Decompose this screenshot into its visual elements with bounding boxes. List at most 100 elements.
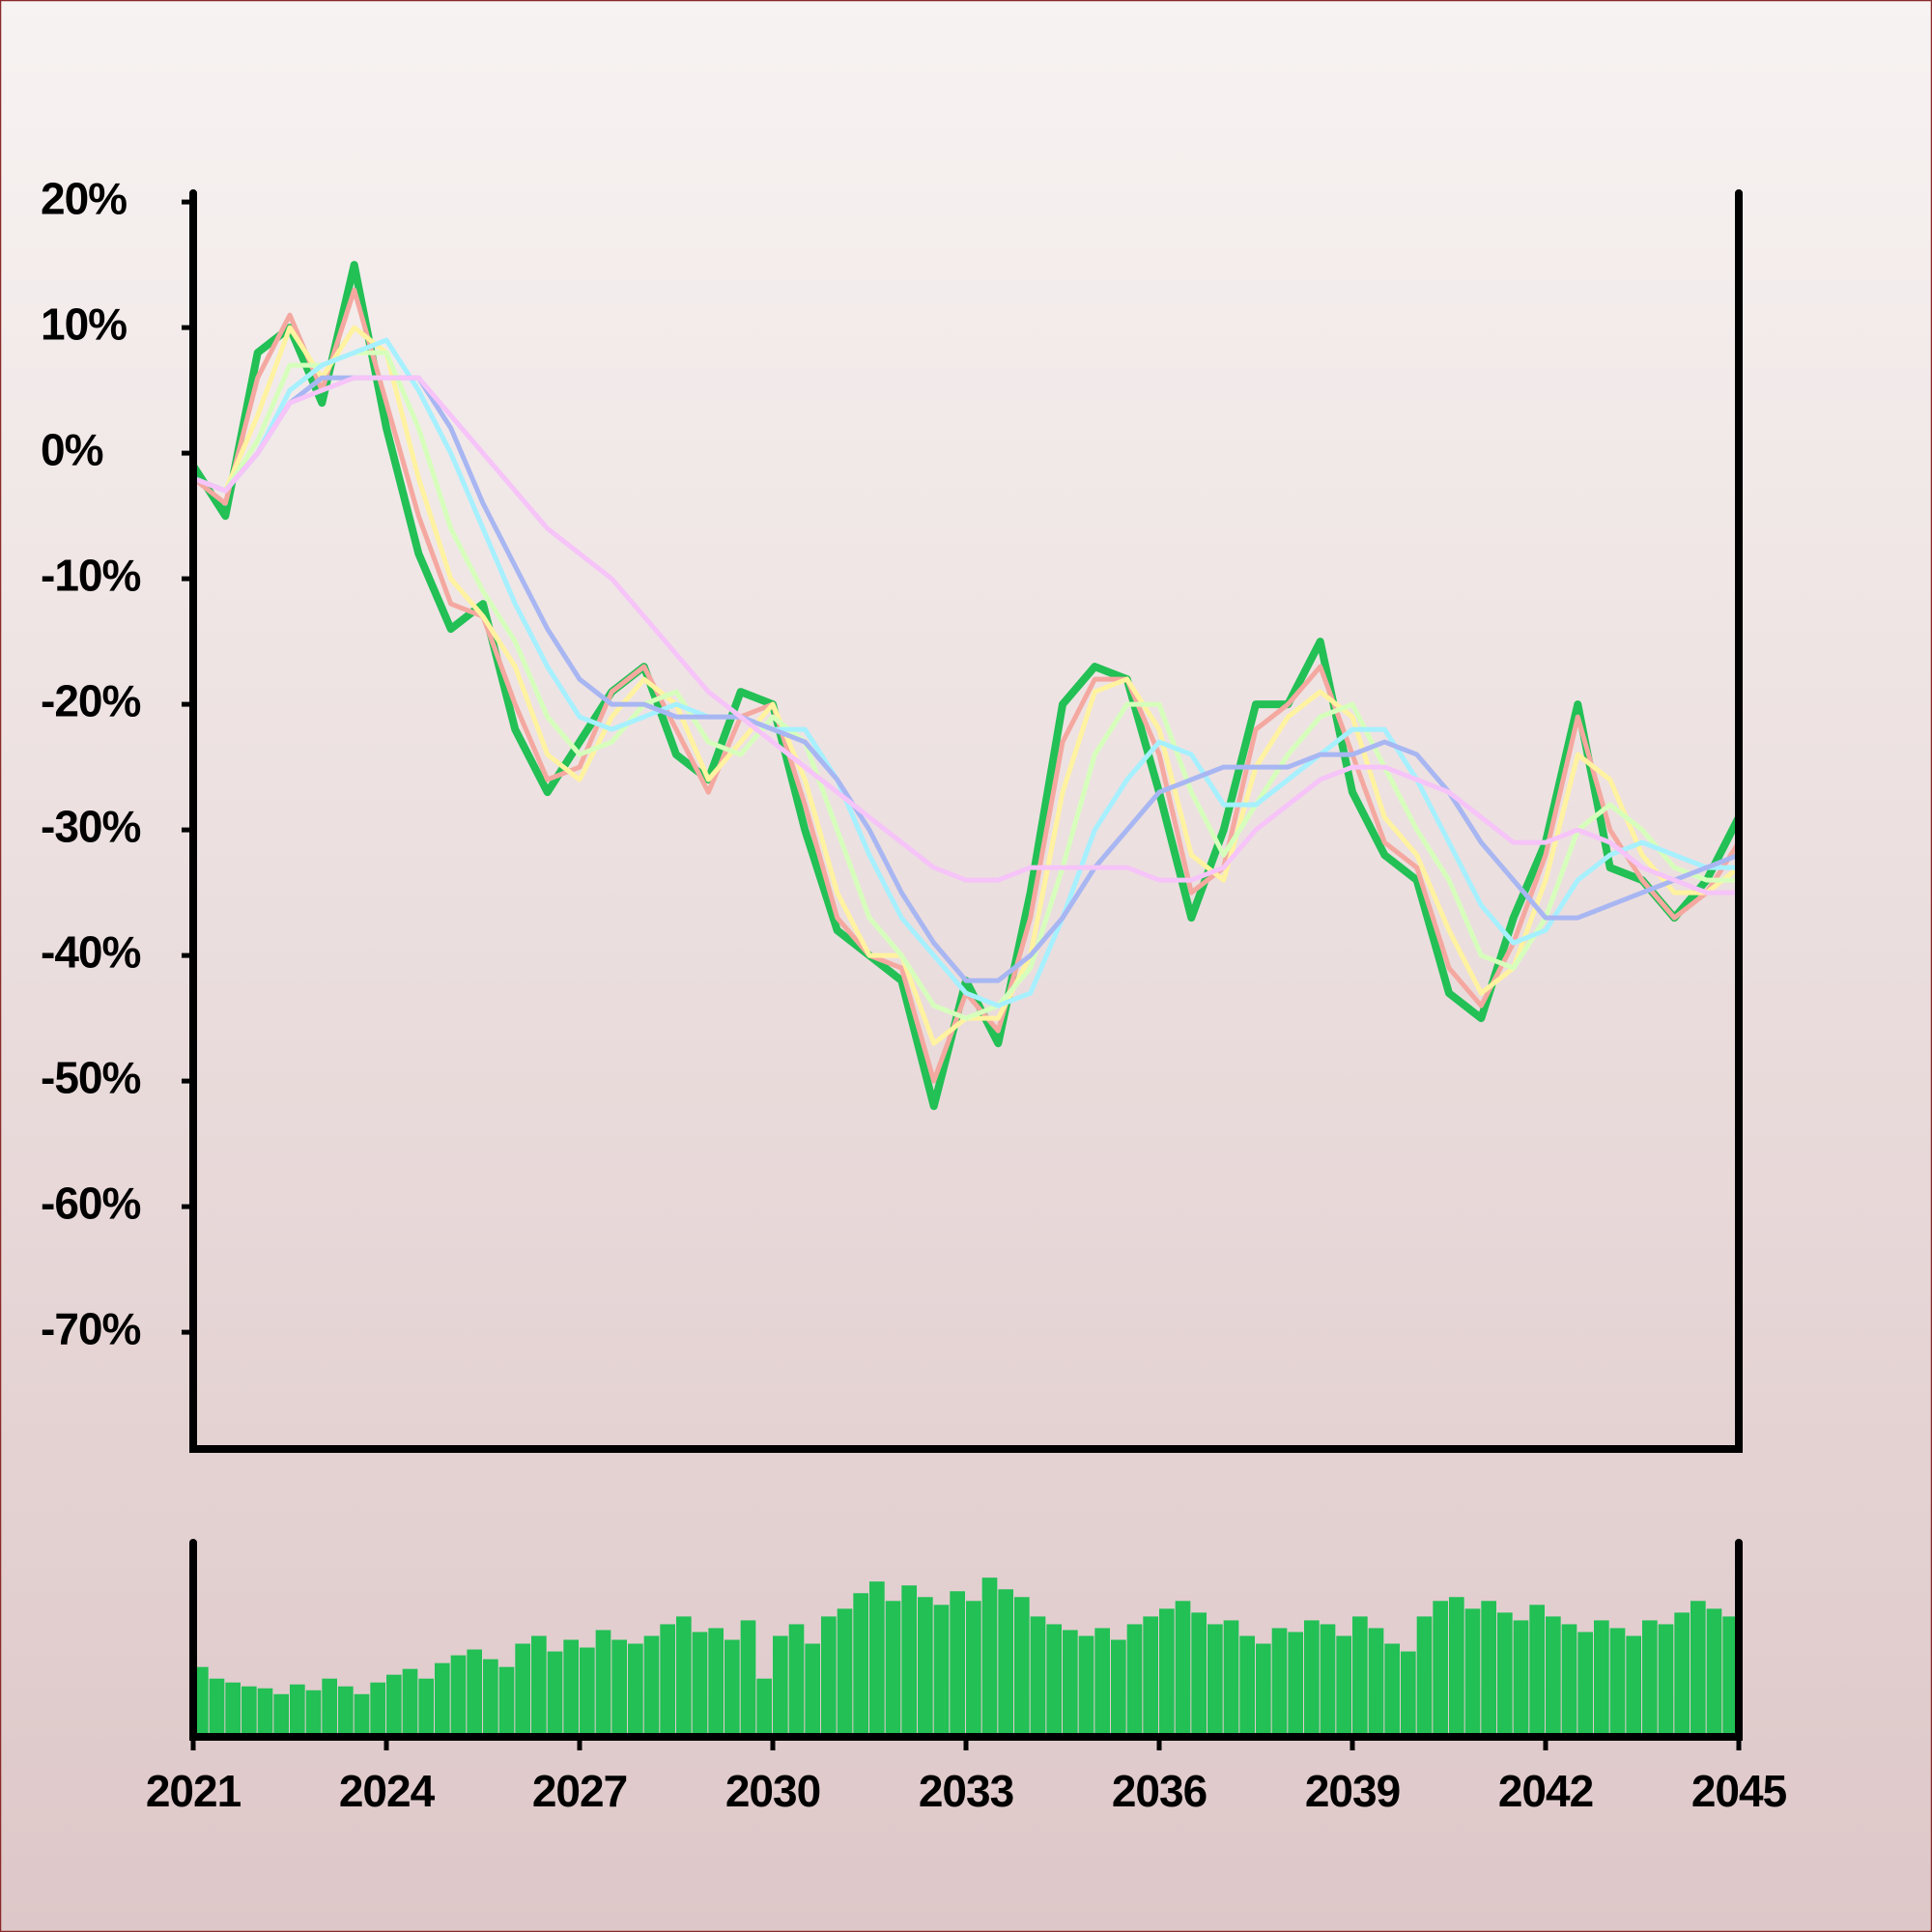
y-tick-label: -60% [41, 1178, 140, 1228]
volume-bar [1030, 1616, 1046, 1737]
volume-bar [740, 1620, 756, 1737]
volume-bar [1111, 1639, 1126, 1737]
volume-bar [338, 1686, 354, 1737]
volume-bar [611, 1639, 627, 1737]
x-tick-label: 2033 [919, 1766, 1013, 1816]
volume-bar [901, 1585, 917, 1737]
volume-bar [1271, 1628, 1288, 1737]
volume-bar [1433, 1601, 1448, 1737]
volume-bar [1159, 1608, 1175, 1737]
volume-bar [981, 1577, 998, 1737]
volume-bar [450, 1655, 467, 1737]
volume-bar [1642, 1620, 1658, 1737]
y-tick-label: -50% [41, 1052, 140, 1102]
volume-bar [933, 1605, 950, 1737]
volume-bar [628, 1643, 643, 1737]
moving-average-line [192, 375, 1740, 983]
volume-bar [692, 1632, 708, 1737]
volume-bar [724, 1639, 740, 1737]
volume-bar [322, 1678, 337, 1737]
volume-bar [821, 1616, 837, 1737]
volume-bar [998, 1589, 1013, 1737]
volume-bar [1658, 1624, 1674, 1737]
volume-bar [1126, 1624, 1143, 1737]
volume-bar [1336, 1635, 1351, 1737]
volume-bar [531, 1635, 547, 1737]
y-tick-label: 10% [41, 298, 127, 349]
volume-bar [1143, 1616, 1158, 1737]
volume-bar [386, 1674, 402, 1737]
volume-bar [1256, 1643, 1271, 1737]
volume-bar [1014, 1597, 1030, 1737]
volume-bar [1690, 1601, 1706, 1737]
volume-bar [1063, 1630, 1078, 1737]
y-tick-label: -20% [41, 675, 140, 725]
volume-bar [1191, 1612, 1207, 1737]
x-tick-label: 2036 [1112, 1766, 1207, 1816]
x-tick-label: 2030 [725, 1766, 820, 1816]
volume-bar [918, 1597, 933, 1737]
volume-bar [660, 1624, 675, 1737]
volume-bar [483, 1659, 498, 1737]
volume-bar [1046, 1624, 1062, 1737]
volume-bar [708, 1628, 724, 1737]
y-tick-label: -30% [41, 801, 140, 851]
volume-bar [547, 1651, 563, 1737]
volume-bar [257, 1688, 273, 1737]
volume-bar [788, 1624, 805, 1737]
x-tick-label: 2024 [339, 1766, 436, 1816]
volume-bar [773, 1635, 788, 1737]
volume-bar [1626, 1635, 1641, 1737]
volume-bar [676, 1616, 692, 1737]
volume-bar [1449, 1597, 1464, 1737]
volume-bar [1561, 1624, 1577, 1737]
volume-bar [885, 1601, 901, 1737]
volume-bar [1223, 1620, 1239, 1737]
volume-bar [1513, 1620, 1529, 1737]
volume-bar [1594, 1620, 1609, 1737]
volume-bar [467, 1649, 482, 1737]
volume-bar [1401, 1651, 1416, 1737]
volume-bar [1304, 1620, 1320, 1737]
volume-bar [1722, 1616, 1738, 1737]
volume-bar [305, 1690, 322, 1737]
volume-bar [1320, 1624, 1336, 1737]
volume-bar [370, 1682, 385, 1737]
volume-bar [805, 1643, 820, 1737]
volume-bar [595, 1630, 611, 1737]
volume-bar [756, 1678, 772, 1737]
y-tick-label: -40% [41, 926, 140, 977]
volume-bar [225, 1682, 241, 1737]
x-tick-label: 2021 [146, 1766, 242, 1816]
volume-bar [1546, 1616, 1561, 1737]
axis-frame [189, 189, 1743, 1453]
volume-bar [869, 1581, 885, 1737]
moving-average-line [192, 337, 1739, 1009]
volume-bar [1706, 1608, 1722, 1737]
volume-bar [1208, 1624, 1223, 1737]
volume-bar [1239, 1635, 1255, 1737]
y-tick-label: -70% [41, 1303, 140, 1353]
volume-bar [853, 1593, 868, 1737]
x-tick-label: 2042 [1498, 1766, 1593, 1816]
volume-bar [1175, 1601, 1191, 1737]
y-tick-label: -10% [41, 550, 140, 600]
volume-bar [1384, 1643, 1400, 1737]
moving-average-line [192, 375, 1739, 895]
volume-bar [1352, 1616, 1368, 1737]
volume-bar [1368, 1628, 1384, 1737]
volume-bar [435, 1662, 450, 1737]
volume-bar [580, 1647, 595, 1737]
x-tick-label: 2027 [532, 1766, 627, 1816]
volume-bar [402, 1668, 418, 1737]
volume-bar [290, 1684, 305, 1737]
volume-bar [837, 1608, 853, 1737]
moving-average-line [192, 350, 1739, 1021]
volume-bar [1481, 1601, 1496, 1737]
volume-bar [1674, 1612, 1690, 1737]
volume-bar [1094, 1628, 1110, 1737]
volume-bar [1416, 1616, 1433, 1737]
volume-bar [242, 1686, 257, 1737]
y-tick-label: 0% [41, 424, 103, 474]
